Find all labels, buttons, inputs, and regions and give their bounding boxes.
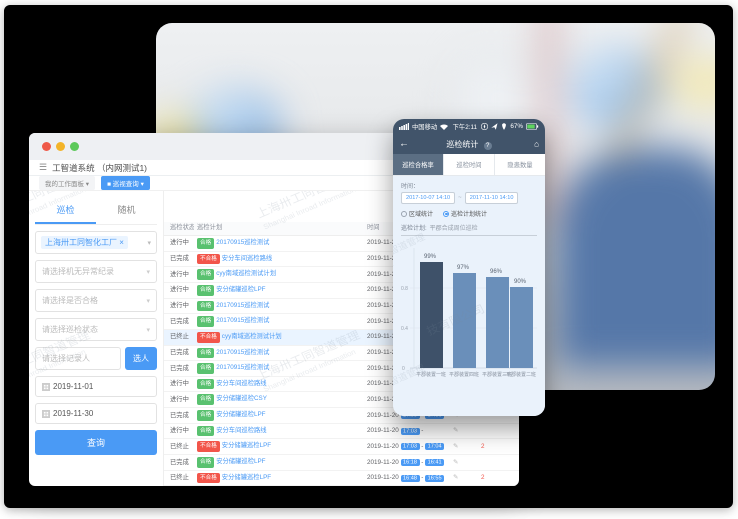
svg-text:Shanghai Inroad: Shanghai Inroad <box>393 393 395 416</box>
svg-text:90%: 90% <box>514 279 527 285</box>
svg-text:99%: 99% <box>424 254 437 260</box>
svg-text:0.8: 0.8 <box>401 286 408 292</box>
svg-text:平郡装置二班: 平郡装置二班 <box>506 371 536 378</box>
svg-text:0.4: 0.4 <box>401 326 408 332</box>
svg-text:97%: 97% <box>457 265 470 271</box>
svg-text:0: 0 <box>402 366 405 372</box>
svg-text:平郡装置一班: 平郡装置一班 <box>416 371 446 378</box>
svg-text:96%: 96% <box>490 269 503 275</box>
svg-text:Shanghai Inroad: Shanghai Inroad <box>393 262 395 286</box>
svg-text:平郡装置四班: 平郡装置四班 <box>449 371 479 378</box>
